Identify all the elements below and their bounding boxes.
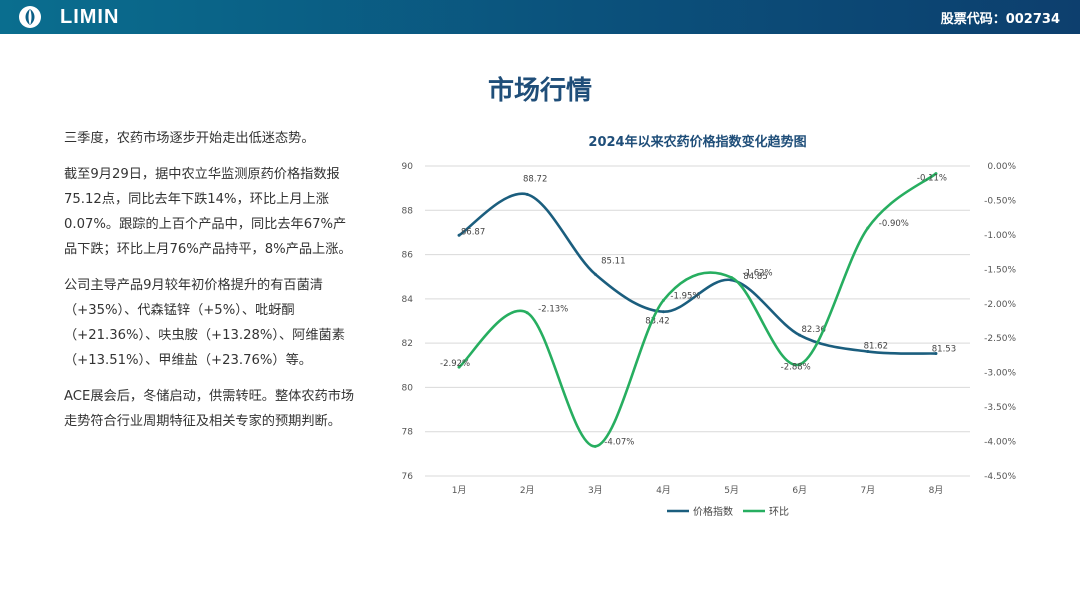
y-right-tick: -1.00% [984,231,1016,241]
chart-canvas: 2024年以来农药价格指数变化趋势图 76 78 80 82 84 86 88 90 -4.50%… [402,134,1017,518]
y-right-tick: -2.00% [984,300,1016,310]
header-bar: LIMIN 股票代码：002734 [0,0,1080,34]
market-commentary: 三季度，农药市场逐步开始走出低迷态势。 截至9月29日，据中农立华监测原药价格指… [64,126,356,445]
mom-change-point [798,362,802,366]
paragraph-3: 公司主导产品9月较年初价格提升的有百菌清（+35%）、代森锰锌（+5%）、吡蚜酮… [64,278,345,368]
stock-code: 股票代码：002734 [940,12,1060,27]
mom-change-point [866,226,870,230]
price-index-point [661,310,665,314]
y-right-tick: 0.00% [987,162,1016,172]
price-index-data-label: 81.53 [932,345,956,355]
brand-logo[interactable]: LIMIN [18,5,119,29]
price-index-data-label: 88.72 [523,174,547,184]
y-right-tick: -3.50% [984,403,1016,413]
mom-change-point [934,172,938,176]
price-index-data-label: 84.85 [743,272,767,282]
paragraph-2: 截至9月29日，据中农立华监测原药价格指数报75.12点，同比去年下跌14%，环… [64,167,352,257]
price-index-data-label: 81.62 [864,342,888,352]
x-tick-label: 5月 [724,485,739,496]
price-index-point [934,352,938,356]
brand-name: LIMIN [60,5,120,28]
price-index-point [525,192,529,196]
y-right-tick: -0.50% [984,196,1016,206]
mom-change-data-label: -2.92% [440,359,470,369]
y-right-tick: -4.50% [984,472,1016,482]
page-title: 市场行情 [487,76,592,106]
y-right-tick: -2.50% [984,334,1016,344]
y-left-tick: 76 [402,472,414,482]
price-index-point [866,350,870,354]
price-index-data-label: 82.36 [802,325,826,335]
mom-change-point [525,311,529,315]
mom-change-point [661,298,665,302]
y-left-tick: 84 [402,295,414,305]
mom-change-point [593,444,597,448]
mom-change-point [730,276,734,280]
price-index-point [457,233,461,237]
mom-change-data-label: -1.95% [670,291,700,301]
price-index-point [798,333,802,337]
y-left-tick: 86 [402,251,414,261]
x-tick-label: 3月 [588,485,603,496]
paragraph-1: 三季度，农药市场逐步开始走出低迷态势。 [64,131,315,146]
mom-change-data-label: -2.13% [538,305,568,315]
chart-title: 2024年以来农药价格指数变化趋势图 [588,134,806,150]
y-right-tick: -3.00% [984,369,1016,379]
price-index-data-label: 83.42 [645,317,669,327]
paragraph-4: ACE展会后，冬储启动，供需转旺。整体农药市场走势符合行业周期特征及相关专家的预… [64,389,355,429]
x-tick-label: 7月 [860,485,875,496]
price-index-line [457,192,938,355]
y-left-tick: 78 [402,428,414,438]
y-left-tick: 88 [402,206,414,216]
y-left-tick: 82 [402,339,413,349]
price-index-point [593,272,597,276]
mom-change-data-label: -4.07% [604,437,634,447]
x-tick-label: 2月 [520,485,535,496]
mom-change-point [457,365,461,369]
y-right-tick: -4.00% [984,438,1016,448]
y-right-tick: -1.50% [984,265,1016,275]
price-index-data-label: 86.87 [461,227,485,237]
x-tick-label: 4月 [656,485,671,496]
mom-change-data-label: -1.62% [743,269,773,279]
price-index-chart: 2024年以来农药价格指数变化趋势图 76 78 80 82 84 86 88 90 -4.50%… [380,128,1060,528]
price-index-data-label: 85.11 [601,256,625,266]
legend-mom-change-label: 环比 [769,506,789,518]
mom-change-data-label: -0.90% [879,219,909,229]
y-left-tick: 80 [402,383,414,393]
y-left-tick: 90 [402,162,414,172]
mom-change-data-label: -0.11% [917,174,947,184]
leaf-logo-icon [19,6,41,28]
mom-change-data-label: -2.88% [781,362,811,372]
legend-price-index-label: 价格指数 [693,505,733,518]
mom-change-line [457,172,938,448]
x-tick-label: 8月 [929,485,944,496]
x-tick-label: 6月 [792,485,807,496]
x-tick-label: 1月 [452,485,467,496]
